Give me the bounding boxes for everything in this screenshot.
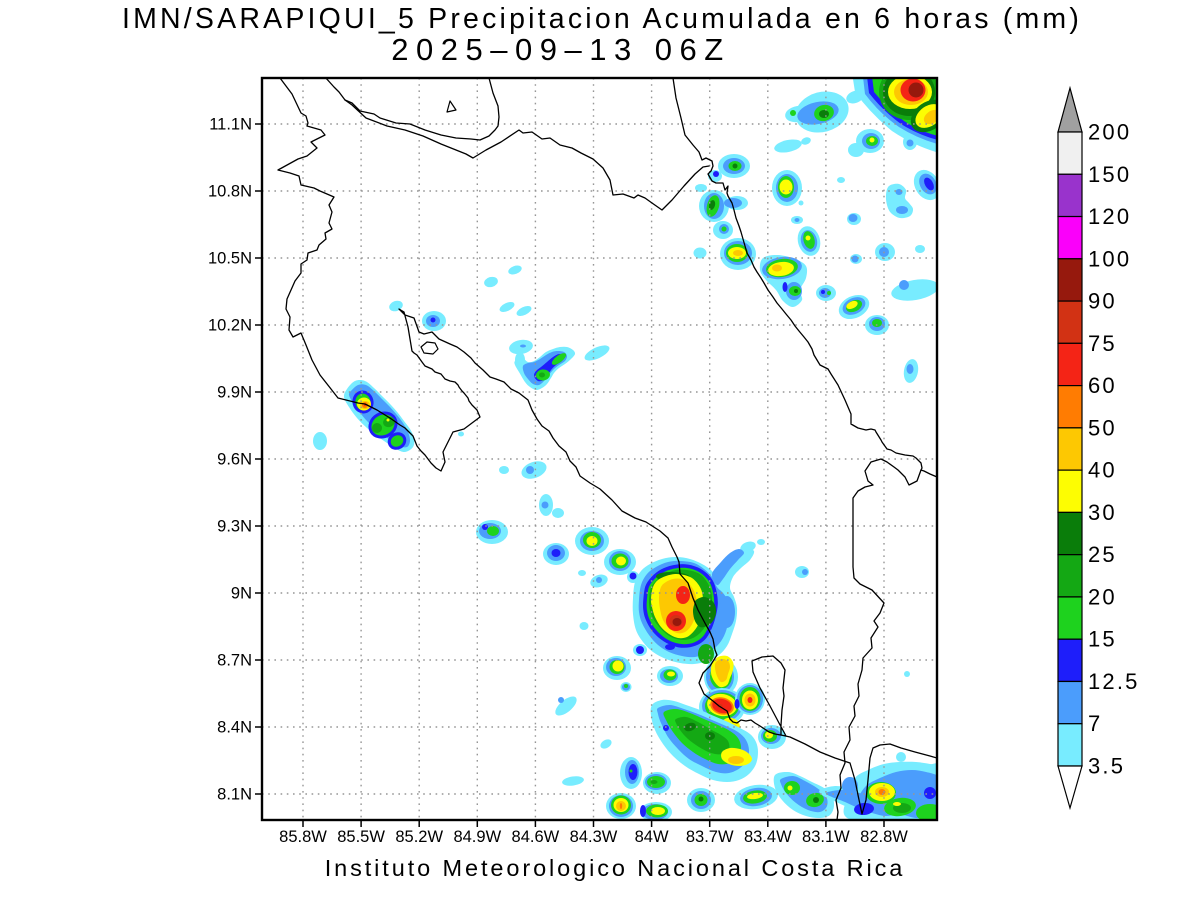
svg-text:9.6N: 9.6N bbox=[217, 451, 252, 469]
svg-text:8.4N: 8.4N bbox=[217, 719, 252, 737]
svg-text:83.7W: 83.7W bbox=[686, 828, 734, 846]
svg-text:9.9N: 9.9N bbox=[217, 384, 252, 402]
svg-text:83.4W: 83.4W bbox=[744, 828, 792, 846]
svg-text:84.9W: 84.9W bbox=[453, 828, 501, 846]
svg-text:75: 75 bbox=[1088, 331, 1117, 356]
svg-text:10.5N: 10.5N bbox=[208, 250, 252, 268]
svg-text:120: 120 bbox=[1088, 204, 1131, 229]
svg-text:40: 40 bbox=[1088, 458, 1117, 483]
svg-text:8.7N: 8.7N bbox=[217, 652, 252, 670]
svg-text:7: 7 bbox=[1088, 711, 1102, 736]
svg-text:150: 150 bbox=[1088, 162, 1131, 187]
svg-text:85.5W: 85.5W bbox=[337, 828, 385, 846]
svg-text:10.8N: 10.8N bbox=[208, 183, 252, 201]
svg-text:100: 100 bbox=[1088, 246, 1131, 271]
svg-text:30: 30 bbox=[1088, 500, 1117, 525]
svg-text:IMN/SARAPIQUI_5 Precipitacion: IMN/SARAPIQUI_5 Precipitacion Acumulada … bbox=[122, 3, 1082, 35]
svg-text:84.6W: 84.6W bbox=[512, 828, 560, 846]
svg-text:84W: 84W bbox=[635, 828, 669, 846]
svg-text:8.1N: 8.1N bbox=[217, 786, 252, 804]
svg-text:85.2W: 85.2W bbox=[395, 828, 443, 846]
svg-text:11.1N: 11.1N bbox=[209, 116, 252, 134]
svg-text:9.3N: 9.3N bbox=[217, 518, 252, 536]
svg-text:90: 90 bbox=[1088, 289, 1117, 314]
svg-text:82.8W: 82.8W bbox=[860, 828, 908, 846]
svg-text:50: 50 bbox=[1088, 415, 1117, 440]
svg-text:Instituto Meteorologico Nacion: Instituto Meteorologico Nacional Costa R… bbox=[325, 855, 906, 881]
svg-text:15: 15 bbox=[1088, 627, 1117, 652]
svg-text:20: 20 bbox=[1088, 584, 1117, 609]
svg-text:3.5: 3.5 bbox=[1088, 754, 1125, 779]
svg-text:12.5: 12.5 bbox=[1088, 669, 1140, 694]
svg-text:9N: 9N bbox=[231, 585, 252, 603]
svg-text:25: 25 bbox=[1088, 542, 1117, 567]
svg-text:2025–09–13 06Z: 2025–09–13 06Z bbox=[391, 32, 730, 67]
svg-text:83.1W: 83.1W bbox=[802, 828, 850, 846]
svg-text:84.3W: 84.3W bbox=[570, 828, 618, 846]
svg-text:85.8W: 85.8W bbox=[279, 828, 327, 846]
svg-text:10.2N: 10.2N bbox=[208, 317, 252, 335]
svg-text:60: 60 bbox=[1088, 373, 1117, 398]
svg-text:200: 200 bbox=[1088, 120, 1131, 145]
